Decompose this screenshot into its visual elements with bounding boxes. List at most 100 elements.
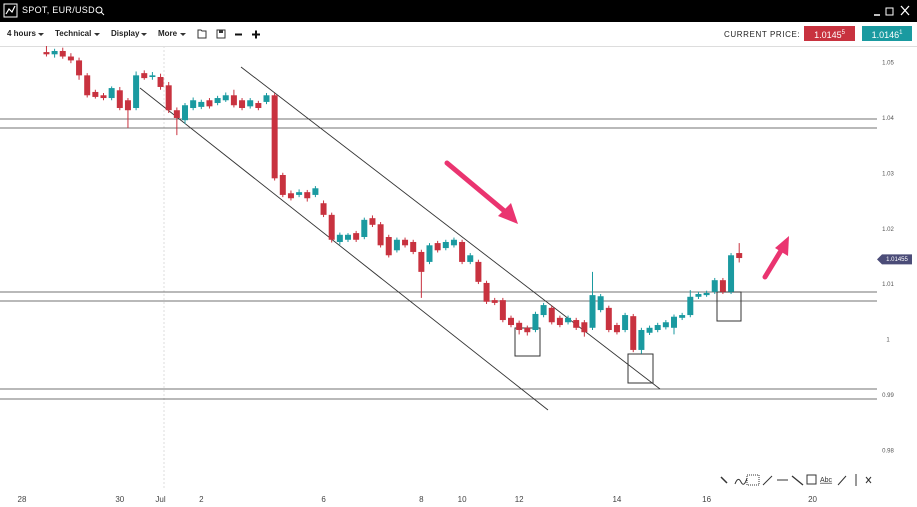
sell-button[interactable]: 1.01455: [804, 26, 855, 41]
search-icon[interactable]: [95, 6, 103, 14]
candle-body: [442, 241, 449, 249]
arrow-head: [498, 203, 518, 224]
candle-body: [182, 105, 188, 121]
candle-body: [679, 315, 686, 318]
candle-body: [499, 300, 506, 321]
tool-curve[interactable]: [734, 477, 748, 485]
candle-body: [377, 224, 384, 246]
candle-body: [84, 75, 91, 96]
title-icons: [3, 3, 910, 18]
candle-body: [43, 52, 50, 55]
plot-area: [0, 46, 877, 490]
candle-body: [703, 292, 710, 296]
candle-body: [589, 295, 596, 328]
y-tick-label: 1.03: [882, 171, 894, 177]
tool-delete-stroke: [865, 476, 872, 484]
x-tick-label: 20: [808, 495, 817, 504]
y-tick-label: 1.02: [882, 227, 894, 233]
candle-body: [736, 253, 743, 259]
candle-body: [548, 307, 555, 323]
candle-body: [728, 255, 735, 292]
trend-channel-line: [240, 66, 661, 390]
y-tick-label: 1: [886, 338, 890, 344]
current-price-tag: [877, 254, 912, 265]
buy-button[interactable]: 1.01461: [862, 26, 912, 41]
highlight-box: [627, 353, 654, 384]
search-icon-handle: [100, 11, 105, 16]
candle-body: [450, 239, 457, 246]
close-button-stroke: [900, 5, 910, 16]
more-menu[interactable]: More: [158, 29, 178, 38]
highlight-box: [716, 291, 742, 322]
candle-body: [475, 261, 482, 282]
candle-body: [581, 322, 588, 333]
y-tick-label: 0.98: [882, 448, 894, 454]
buy-price: 1.0146: [871, 30, 900, 40]
candle-body: [124, 100, 131, 111]
candle-body: [687, 296, 694, 316]
toolbar: 4 hours Technical Display More CURRENT P…: [0, 22, 917, 47]
candle-body: [540, 305, 547, 316]
arrow-annotation: [444, 160, 511, 217]
x-tick-label: 16: [702, 495, 711, 504]
candle-body: [459, 241, 466, 262]
candle-body: [353, 233, 360, 240]
y-tick-label: 1.04: [882, 116, 894, 122]
y-tick-label: 1.01: [882, 282, 894, 288]
tool-arrow[interactable]: [720, 476, 728, 484]
tool-fib[interactable]: [746, 474, 760, 486]
current-price-value: 1.01455: [886, 257, 908, 263]
tool-line[interactable]: [837, 475, 847, 486]
x-tick-label: 2: [199, 495, 204, 504]
candle-body: [67, 56, 74, 61]
technical-menu[interactable]: Technical: [55, 29, 92, 38]
candle-body: [287, 193, 294, 199]
candle-body: [418, 251, 425, 272]
candle-body: [491, 300, 498, 303]
display-menu[interactable]: Display: [111, 29, 140, 38]
candle-body: [654, 325, 661, 331]
candle-body: [483, 282, 490, 302]
open-icon[interactable]: [197, 29, 207, 39]
candle-body: [605, 307, 612, 331]
candle-body: [255, 103, 262, 109]
candle-body: [239, 100, 246, 109]
candle-body: [524, 327, 531, 333]
candle-body: [597, 296, 604, 311]
candle-body: [630, 316, 637, 350]
candle-body: [711, 280, 718, 292]
candle-body: [149, 75, 156, 78]
candle-body: [613, 325, 620, 333]
candle-body: [116, 90, 123, 109]
x-tick-label: 30: [115, 495, 124, 504]
candle-body: [157, 77, 164, 87]
tool-ray[interactable]: [791, 475, 804, 486]
x-tick-label: 28: [18, 495, 27, 504]
candle-body: [320, 203, 327, 215]
tool-fan[interactable]: [762, 475, 773, 486]
buy-pip: 1: [899, 30, 903, 36]
arrow-annotation: [762, 246, 785, 280]
candle-body: [385, 236, 392, 256]
toolbar-icons: [38, 29, 260, 39]
sell-price: 1.0145: [814, 30, 842, 40]
tool-text[interactable]: Abc: [820, 477, 833, 484]
title-bar: SPOT, EUR/USD: [0, 0, 917, 22]
x-tick-label: 14: [612, 495, 621, 504]
candle-body: [671, 316, 677, 328]
candle-body: [222, 95, 229, 101]
candle-body: [516, 322, 523, 331]
y-tick-label: 0.99: [882, 393, 894, 399]
tool-rect[interactable]: [806, 474, 817, 485]
candle-body: [662, 322, 669, 328]
candle-body: [271, 95, 278, 179]
interval-menu[interactable]: 4 hours: [7, 29, 36, 38]
candle-body: [565, 317, 572, 323]
candle-body: [247, 100, 254, 107]
candle-body: [59, 50, 66, 57]
restore-button[interactable]: [885, 7, 894, 16]
candle-body: [508, 317, 514, 326]
candle-body: [206, 100, 213, 107]
candle-body: [402, 239, 409, 246]
